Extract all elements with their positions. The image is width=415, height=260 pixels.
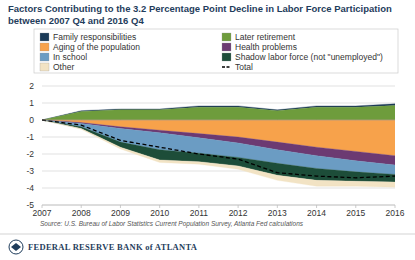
grid-line [42, 188, 395, 189]
source: Source: U.S. Bureau of Labor Statistics … [40, 220, 304, 228]
x-tick-label: 2010 [150, 208, 169, 218]
x-tick-label: 2007 [33, 208, 52, 218]
x-tick-label: 2015 [346, 208, 365, 218]
x-tick-label: 2011 [190, 208, 209, 218]
legend-swatch [40, 43, 49, 51]
line [42, 120, 395, 178]
area [42, 120, 395, 187]
logo [9, 240, 23, 254]
legend-swatch [40, 53, 49, 61]
area [42, 104, 395, 120]
x-tick-label: 2014 [307, 208, 326, 218]
legend-label: Other [53, 62, 74, 72]
x-tick-label: 2016 [386, 208, 405, 218]
legend-swatch [222, 66, 231, 67]
area [42, 120, 395, 182]
x-tick-label: 2008 [72, 208, 91, 218]
legend: Family responsibilities Later retirement A… [34, 29, 398, 73]
zero-line [42, 120, 395, 121]
grid-line [42, 103, 395, 104]
y-tick-label: 0 [29, 115, 34, 125]
y-tick-label: -2 [26, 149, 34, 159]
chart-svg: -5-4-3-2-1012200720082009201020112012201… [0, 0, 415, 260]
legend-swatch [222, 53, 231, 61]
y-tick-label: -4 [26, 183, 34, 193]
legend-label: Health problems [235, 42, 297, 52]
legend-swatch [222, 43, 231, 51]
title: Factors Contributing to the 3.2 Percenta… [8, 3, 408, 26]
legend-box [34, 29, 398, 73]
area [42, 106, 395, 120]
legend-label: Shadow labor force (not "unemployed") [235, 52, 383, 62]
legend-label: Later retirement [235, 32, 296, 42]
y-tick-label: -1 [26, 132, 34, 142]
x-axis: 2007 2008 2009 2010 2011 2012 2013 2014 2015 2016 [33, 205, 405, 218]
legend-label: Aging of the population [53, 42, 140, 52]
legend-label: Family responsibilities [53, 32, 136, 42]
legend-swatch [222, 33, 231, 41]
legend-swatch [40, 63, 49, 71]
legend-label: In school [53, 52, 87, 62]
x-axis-line [42, 205, 395, 206]
footer-rule [0, 234, 415, 235]
plot-area [42, 104, 395, 187]
x-tick-label: 2009 [111, 208, 130, 218]
y-tick-label: 1 [29, 98, 34, 108]
grid-line [42, 205, 395, 206]
y-tick-label: -3 [26, 166, 34, 176]
logo-mark [11, 243, 21, 251]
grid-line [42, 86, 395, 87]
x-tick-label: 2013 [268, 208, 287, 218]
chart-root: Factors Contributing to the 3.2 Percenta… [0, 0, 415, 260]
legend-swatch [40, 33, 49, 41]
legend-label: Total [235, 62, 253, 72]
footer: FEDERAL RESERVE BANK of ATLANTA [28, 242, 198, 252]
y-tick-label: 2 [29, 81, 34, 91]
y-axis: -5-4-3-2-1012 [26, 81, 395, 210]
x-tick-label: 2012 [229, 208, 248, 218]
